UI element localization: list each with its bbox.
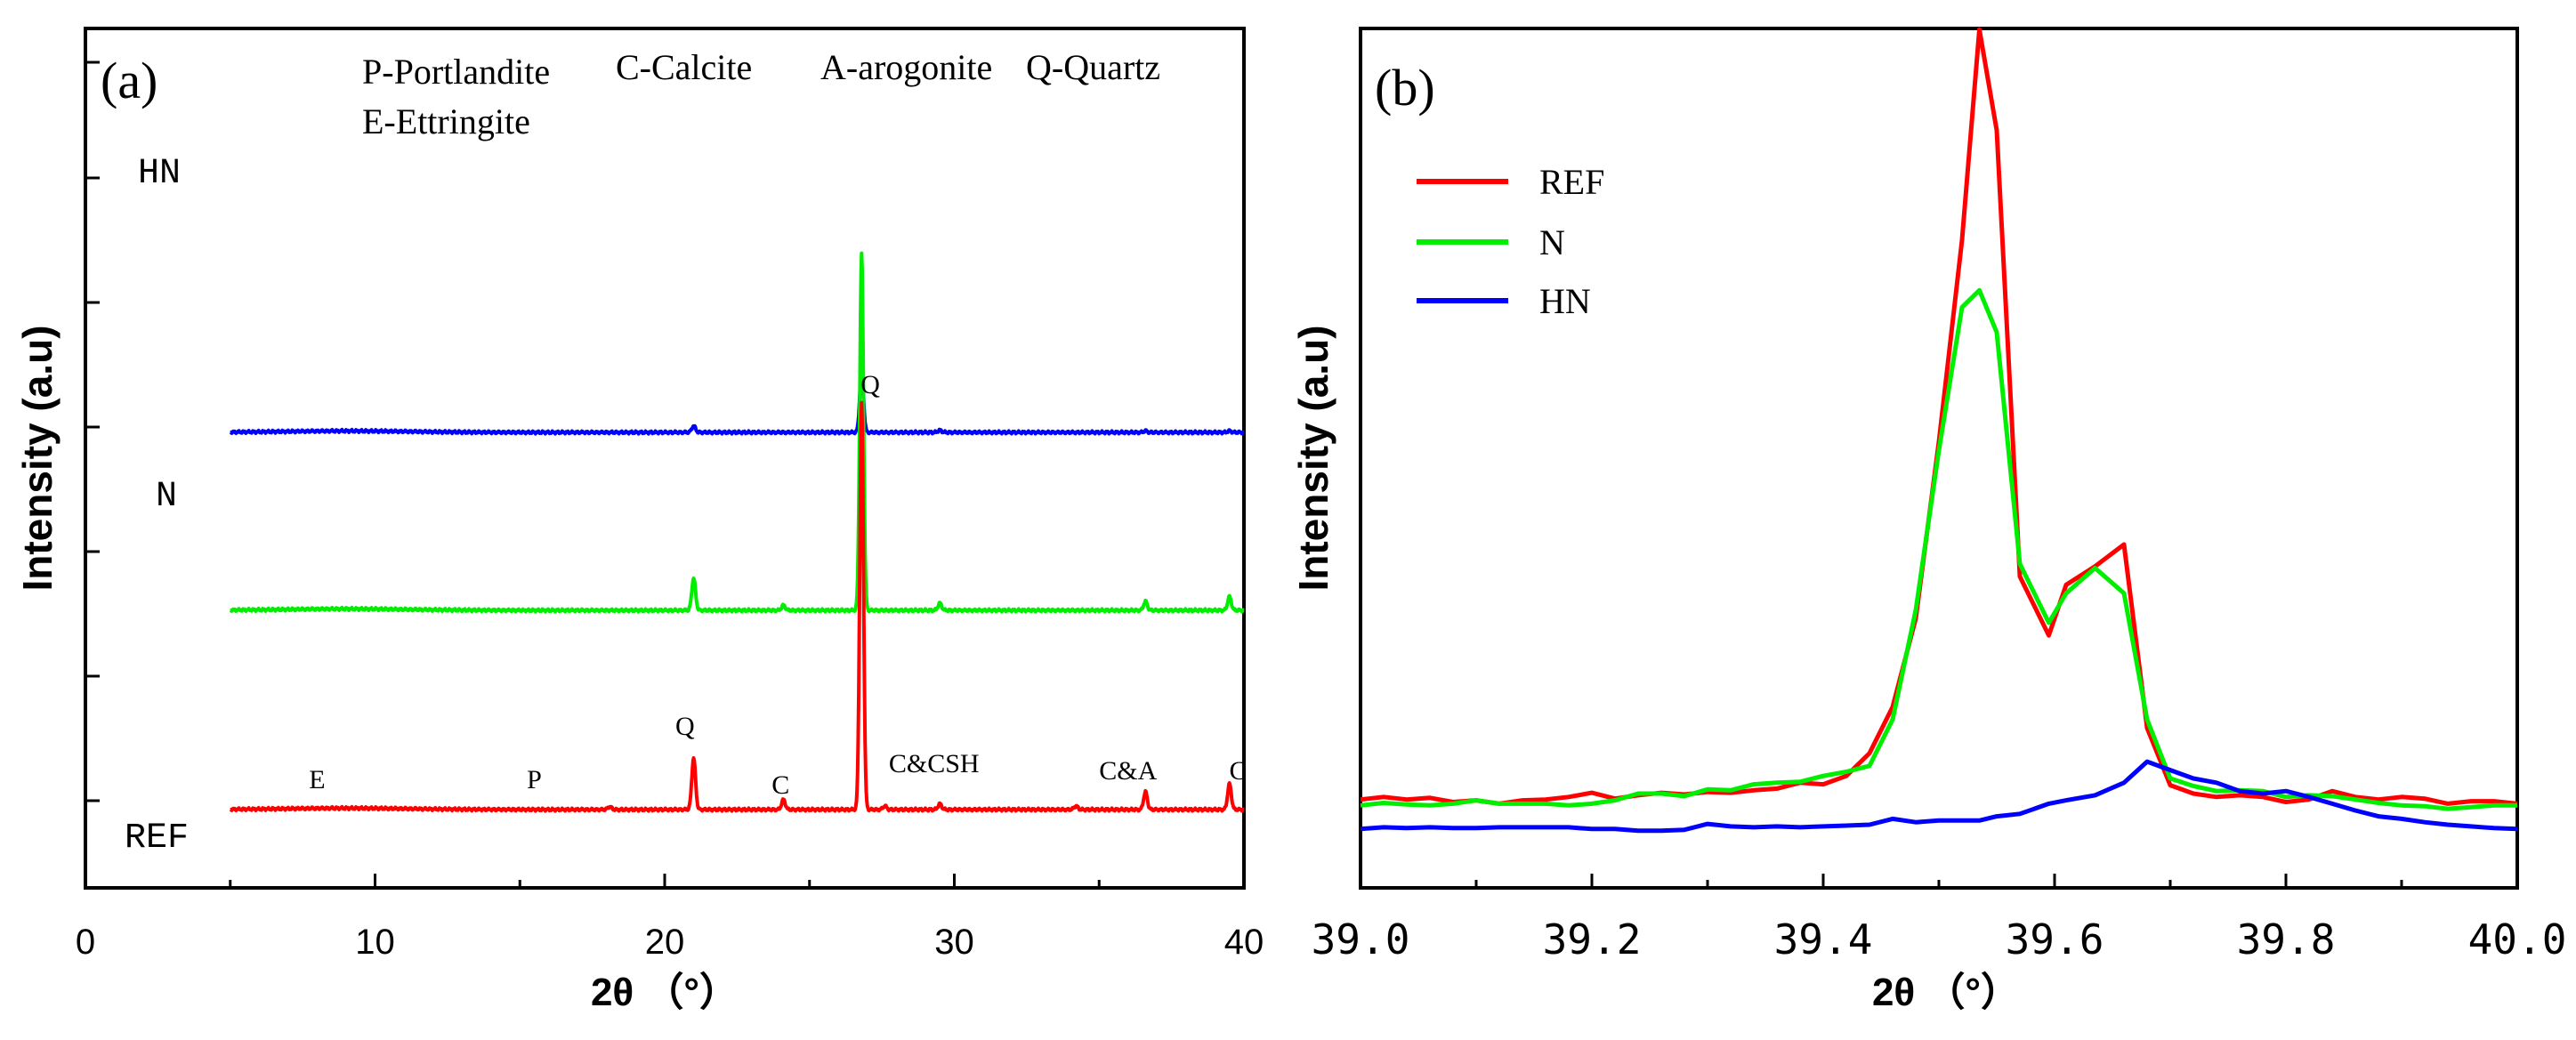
phase-legend-ettringite: E-Ettringite — [362, 101, 530, 141]
panel-b: 39.0 39.2 39.4 39.6 39.8 40.0 (b) REF N HN 2θ… — [1290, 27, 2567, 1014]
series-label-ref: REF — [125, 818, 189, 859]
peak-label: P — [527, 765, 542, 794]
panel-a-frame — [84, 27, 1246, 890]
phase-legend-calcite: C-Calcite — [616, 47, 752, 87]
series-line-hn — [1360, 759, 2518, 834]
panel-a-y-ticks — [85, 60, 100, 802]
peak-label: C&A — [1099, 756, 1157, 786]
series-label-hn: HN — [138, 154, 181, 194]
peak-label: C — [1229, 756, 1247, 786]
x-tick-label: 39.6 — [2006, 915, 2104, 963]
panel-a-x-ticks: 0 10 20 30 40 — [76, 874, 1264, 962]
panel-a: 0 10 20 30 40 (a) P-Portlandite C-Calcite A-… — [14, 27, 1264, 1014]
x-tick-label: 39.2 — [1543, 915, 1642, 963]
phase-legend-quartz: Q-Quartz — [1026, 47, 1160, 87]
panel-a-x-axis-title: 2θ （°） — [591, 971, 739, 1014]
peak-label: E — [309, 765, 325, 794]
peak-label: Q — [675, 712, 695, 741]
series-line-n — [1360, 287, 2517, 811]
x-tick-label: 20 — [645, 923, 685, 962]
legend-label-ref: REF — [1539, 162, 1604, 202]
panel-b-y-axis-title: Intensity (a.u) — [1290, 325, 1336, 591]
peak-label: C — [771, 770, 789, 800]
series-label-n: N — [156, 477, 177, 517]
x-tick-label: 30 — [934, 923, 974, 962]
x-tick-label: 40.0 — [2468, 915, 2567, 963]
panel-a-series — [229, 251, 1246, 813]
x-tick-label: 10 — [355, 923, 395, 962]
phase-legend-arogonite: A-arogonite — [820, 47, 992, 87]
series-line-ref — [229, 400, 1246, 813]
x-tick-label: 39.0 — [1312, 915, 1410, 963]
panel-b-label: (b) — [1375, 59, 1435, 117]
legend-label-hn: HN — [1539, 281, 1591, 321]
x-tick-label: 39.8 — [2237, 915, 2336, 963]
panel-b-x-ticks: 39.0 39.2 39.4 39.6 39.8 40.0 — [1312, 874, 2567, 963]
x-tick-label: 0 — [76, 923, 95, 962]
panel-a-label: (a) — [101, 52, 157, 109]
phase-legend-portlandite: P-Portlandite — [362, 52, 550, 92]
x-tick-label: 39.4 — [1774, 915, 1873, 963]
peak-label: C&CSH — [889, 749, 980, 778]
phase-legend: P-Portlandite C-Calcite A-arogonite Q-Qu… — [362, 47, 1160, 141]
series-line-hn — [229, 367, 1246, 436]
panel-a-peak-labels: E P Q C Q C&CSH C&A C — [309, 370, 1247, 800]
panel-a-y-axis-title: Intensity (a.u) — [14, 325, 61, 591]
series-line-ref — [1360, 27, 2518, 806]
series-line-n — [229, 251, 1246, 614]
panel-b-x-axis-title: 2θ （°） — [1872, 971, 2020, 1014]
legend-label-n: N — [1539, 222, 1565, 262]
panel-b-legend: REF N HN — [1417, 162, 1604, 321]
peak-label: Q — [860, 370, 880, 399]
panel-b-series — [1360, 27, 2518, 834]
x-tick-label: 40 — [1224, 923, 1264, 962]
